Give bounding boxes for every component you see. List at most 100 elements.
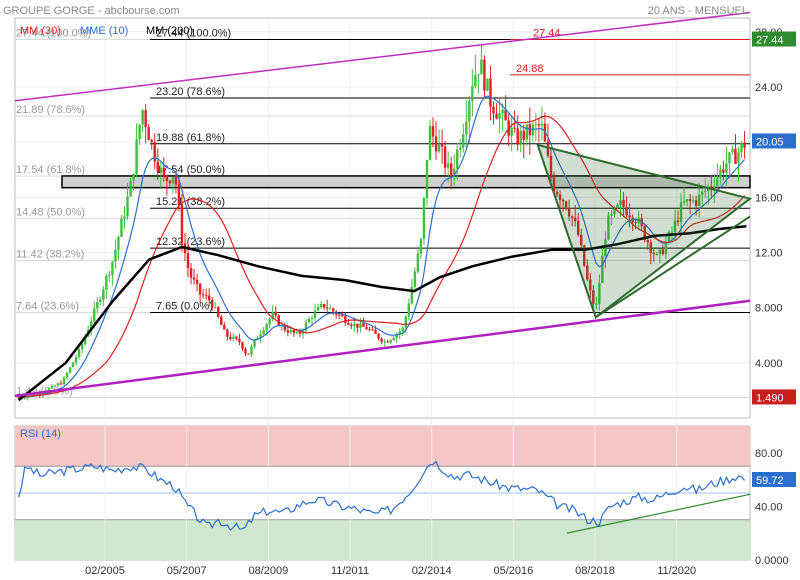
fib-level-label: 19.88 (61.8%) [156,132,225,144]
candle-body [56,383,60,386]
candle-body [29,394,32,396]
candle-body [277,315,280,325]
candle-body [377,333,380,339]
candle-body [93,308,96,322]
candle-body [47,388,51,392]
legend-mm200: MM (200) [146,25,193,37]
candle-body [676,220,680,223]
candle-body [298,331,302,334]
candle-body [682,201,686,203]
fib-left-label: 7.64 (23.6%) [16,301,79,313]
candle-body [244,348,247,354]
candle-body [38,393,42,395]
rsi-overbought-zone [15,426,750,467]
candle-body [368,329,371,331]
support-zone [61,175,751,189]
candle-body [607,215,610,240]
price-tag [752,389,796,405]
candle-body [156,161,159,172]
candle-body [356,323,359,328]
candle-body [719,169,722,178]
candle-body [725,163,728,173]
time-tick-label: 02/2014 [412,565,452,577]
price-tick-label: 16.00 [755,192,783,204]
candle-body [223,325,226,330]
candle-body [443,146,447,168]
candle-body [604,239,607,256]
price-tag-label: 27.44 [756,35,784,47]
candle-body [201,294,205,296]
price-tick-label: 8.000 [755,303,783,315]
candle-body [661,249,665,255]
fib-level-label: 23.20 (78.6%) [156,86,225,98]
candle-body [492,106,495,114]
candle-body [446,163,450,168]
candle-body [59,383,63,385]
candle-body [401,327,404,332]
candle-body [573,217,577,222]
fib-level-label: 7.65 (0.0%) [156,300,213,312]
candle-body [555,191,559,195]
candle-body [410,286,414,304]
fib-level-label: 12.32 (23.6%) [156,236,225,248]
candle-body [416,253,420,272]
candle-body [389,339,392,343]
candle-body [141,110,144,125]
candle-body [513,127,516,129]
candle-body [516,128,519,145]
candle-body [431,126,435,137]
candle-body [564,201,568,209]
candle-body [743,142,746,148]
fib-level-label: 27.44 (100.0%) [156,28,231,40]
candle-body [465,121,468,135]
rsi-tick-label: 80.00 [755,448,783,460]
candle-body [380,338,383,342]
candle-body [229,336,232,340]
price-tag-label: 20.05 [756,136,784,148]
candle-body [598,282,601,304]
candle-body [713,186,716,188]
candle-body [655,254,659,256]
candle-body [168,180,172,184]
candle-body [413,271,417,287]
support-band [61,175,751,189]
candle-body [501,109,504,114]
candle-body [697,194,701,206]
mm200-line [17,225,747,402]
fib-left-label: 17.54 (61.8%) [16,164,85,176]
price-tags: 27.44 20.05 1.490 59.72 [752,31,796,487]
red-level-label: 24.88 [516,63,544,75]
candle-body [289,330,293,333]
candle-body [540,123,544,126]
rsi-oversold-zone [15,519,750,560]
chart-title: GROUPE GORGE - abcbourse.com [3,5,180,17]
candle-body [580,234,583,246]
candle-body [138,124,141,140]
candle-body [204,295,208,297]
candle-body [83,336,87,345]
candle-body [144,110,147,128]
candle-body [437,144,441,152]
candle-body [525,124,528,140]
candle-body [292,330,296,333]
time-tick-label: 11/2011 [331,565,369,577]
candle-body [374,329,377,334]
candle-body [625,206,628,216]
candle-body [50,385,54,389]
chart-period: 20 ANS - MENSUEL [648,5,748,17]
candle-body [670,231,674,233]
candle-body [274,311,277,316]
candle-body [510,127,513,136]
candle-body [740,142,743,153]
candle-body [576,221,580,235]
candle-body [392,337,395,340]
candle-body [452,168,456,176]
candle-body [646,240,649,243]
candle-body [658,249,662,255]
candle-body [192,277,196,280]
candle-body [459,147,462,150]
candle-body [259,334,262,338]
candle-body [271,311,274,319]
candle-body [649,242,652,253]
